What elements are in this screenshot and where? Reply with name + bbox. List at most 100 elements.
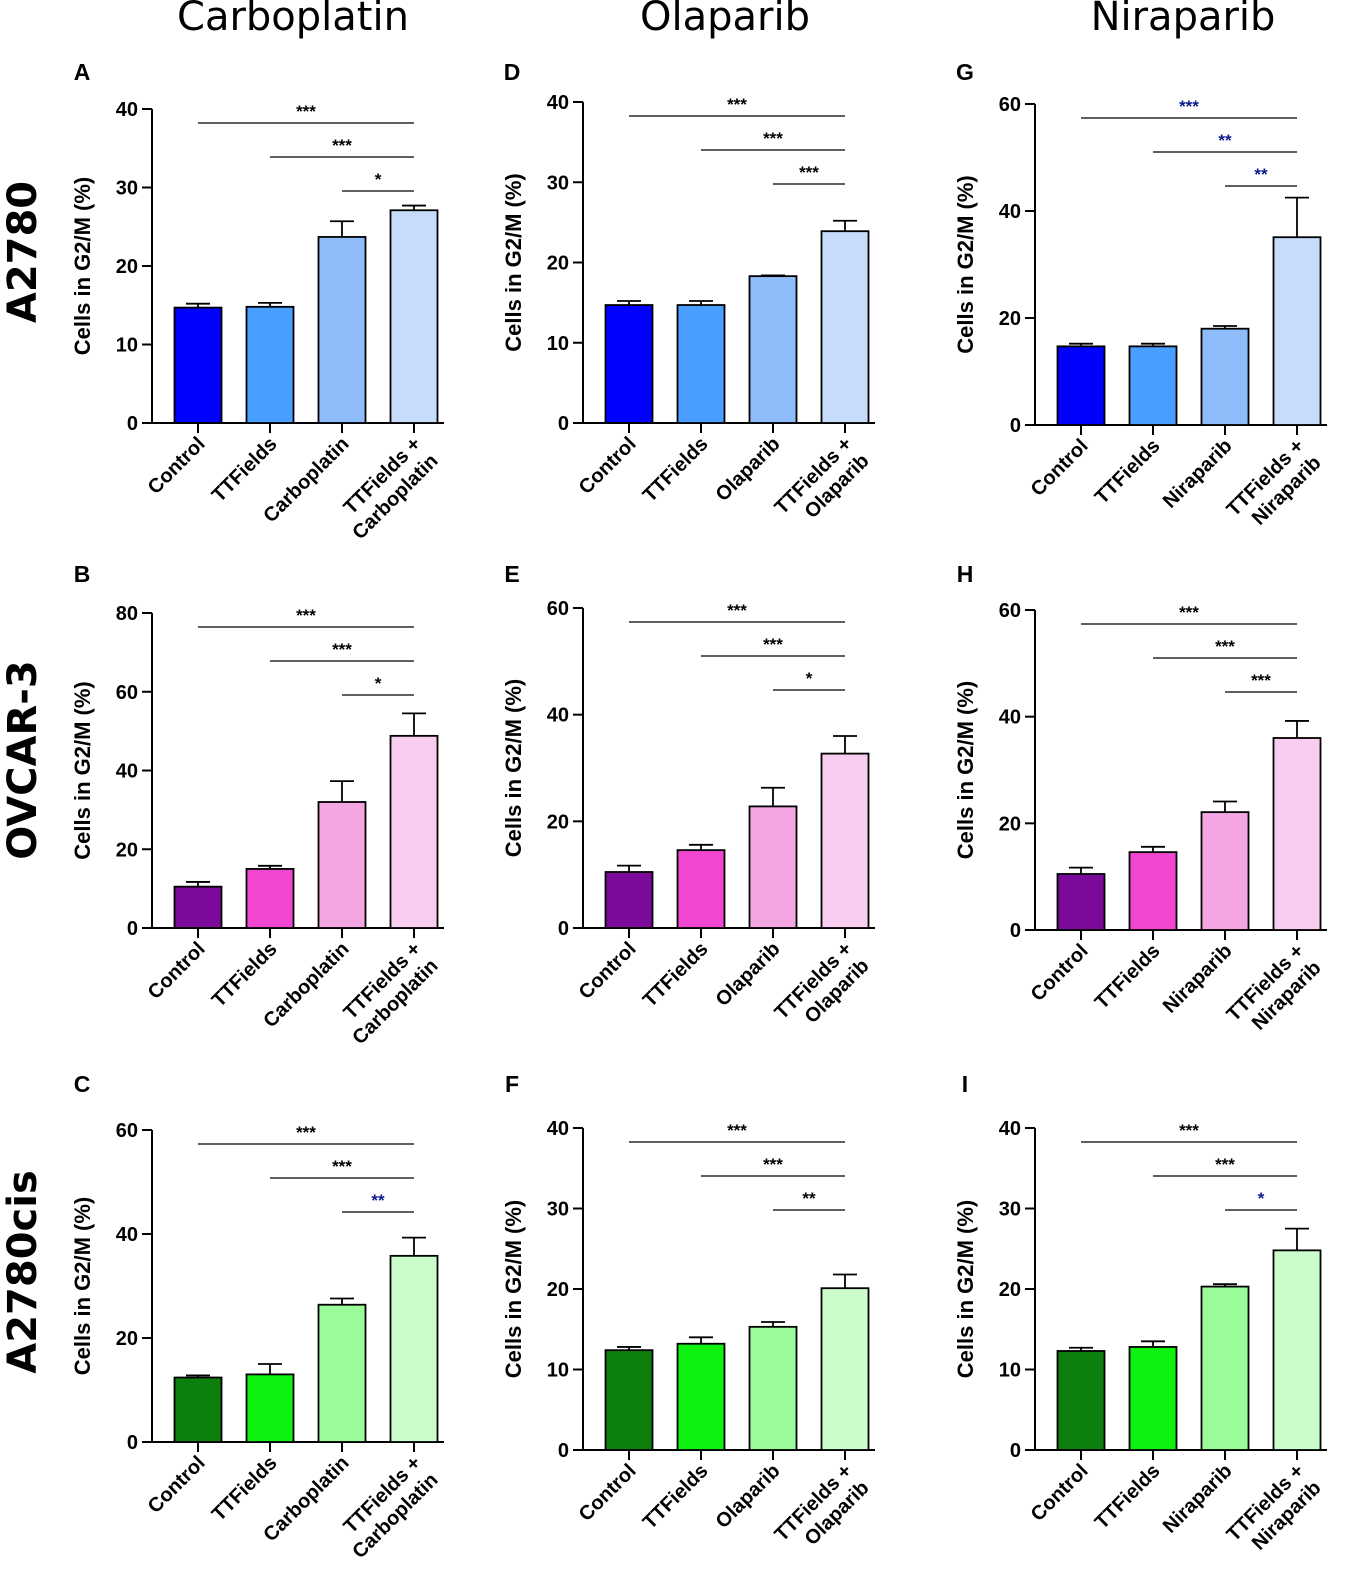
y-axis-title: Cells in G2/M (%) xyxy=(953,175,978,353)
y-tick-label: 0 xyxy=(558,918,569,940)
y-axis-title: Cells in G2/M (%) xyxy=(953,1200,978,1378)
x-category-label: Control xyxy=(1027,435,1093,501)
x-category-label: TTFields +Olaparib xyxy=(771,433,874,536)
y-tick-label: 30 xyxy=(999,1199,1021,1221)
y-tick-label: 40 xyxy=(999,201,1021,223)
panel-letter: A xyxy=(74,59,91,85)
y-tick-label: 30 xyxy=(547,172,569,194)
significance-label: * xyxy=(375,674,382,693)
x-category-label: Control xyxy=(1027,1460,1093,1526)
bar xyxy=(1128,851,1178,931)
x-category-label-line: Control xyxy=(575,938,641,1004)
y-tick-label: 10 xyxy=(547,1360,569,1382)
significance-label: * xyxy=(375,170,382,189)
y-tick-label: 20 xyxy=(116,1328,138,1350)
bar xyxy=(173,885,223,929)
y-tick-label: 60 xyxy=(116,1120,138,1142)
column-title-carboplatin: Carboplatin xyxy=(177,0,409,40)
x-category-label-line: TTFields xyxy=(639,433,713,507)
x-category-label-line: Control xyxy=(575,433,641,499)
y-tick-label: 80 xyxy=(116,603,138,625)
x-category-label: Niraparib xyxy=(1159,435,1237,513)
panel-c: C 0 20 40 60 Cells in G2/M (%) ControlTTFields… xyxy=(70,1071,444,1563)
significance-label: * xyxy=(1258,1189,1265,1208)
x-category-label: TTFields xyxy=(208,433,282,507)
panel-letter: H xyxy=(957,561,974,587)
x-category-label: Control xyxy=(575,433,641,499)
bar xyxy=(173,306,223,424)
x-category-label-line: Olaparib xyxy=(712,938,785,1011)
x-category-label: Niraparib xyxy=(1159,940,1237,1018)
x-category-label-line: Control xyxy=(1027,435,1093,501)
x-category-label: Olaparib xyxy=(712,1460,785,1533)
significance-label: *** xyxy=(1179,1121,1199,1140)
panel-letter: B xyxy=(74,561,91,587)
significance-label: *** xyxy=(332,1157,352,1176)
significance-label: *** xyxy=(296,1123,316,1142)
bar xyxy=(1056,1350,1106,1451)
y-tick-label: 0 xyxy=(1010,1440,1021,1462)
x-category-label: TTFields xyxy=(208,1452,282,1526)
bar xyxy=(1272,1249,1322,1451)
panel-letter: E xyxy=(504,561,519,587)
significance-label: ** xyxy=(802,1189,816,1208)
x-category-label: Control xyxy=(144,938,210,1004)
y-tick-label: 20 xyxy=(547,253,569,275)
significance-label: ** xyxy=(1218,131,1232,150)
significance-label: * xyxy=(806,669,813,688)
x-category-label: TTFields xyxy=(1091,435,1165,509)
bar xyxy=(245,1373,295,1443)
bar xyxy=(1128,345,1178,426)
x-category-label: TTFields xyxy=(1091,940,1165,1014)
significance-label: *** xyxy=(763,635,783,654)
significance-label: *** xyxy=(1179,603,1199,622)
significance-label: *** xyxy=(727,95,747,114)
row-title-ovcar-3: OVCAR-3 xyxy=(0,660,46,859)
x-category-label-line: TTFields xyxy=(208,433,282,507)
bar xyxy=(317,1303,367,1443)
y-tick-label: 20 xyxy=(116,256,138,278)
x-category-label-line: Control xyxy=(144,938,210,1004)
x-category-label: TTFields +Niraparib xyxy=(1223,435,1326,538)
panel-a: A 0 10 20 30 40 Cells in G2/M (%) ControlTTFiel… xyxy=(70,59,444,544)
y-tick-label: 10 xyxy=(547,333,569,355)
x-category-label-line: TTFields xyxy=(1091,435,1165,509)
bar xyxy=(1200,1285,1250,1451)
panel-b: B 0 20 40 60 80 Cells in G2/M (%) ControlTTFiel… xyxy=(70,561,444,1049)
bar xyxy=(1272,236,1322,426)
x-category-label: TTFields +Olaparib xyxy=(771,1460,874,1563)
x-category-label-line: Control xyxy=(144,433,210,499)
x-category-label-line: TTFields xyxy=(208,938,282,1012)
x-category-label: Olaparib xyxy=(712,938,785,1011)
significance-label: *** xyxy=(727,601,747,620)
bar xyxy=(676,849,726,929)
y-tick-label: 60 xyxy=(999,94,1021,116)
y-tick-label: 20 xyxy=(116,839,138,861)
x-category-label-line: Niraparib xyxy=(1159,435,1237,513)
x-category-label: TTFields xyxy=(639,1460,713,1534)
x-category-label: Control xyxy=(575,938,641,1004)
bar xyxy=(604,871,654,929)
significance-label: ** xyxy=(1254,165,1268,184)
y-tick-label: 20 xyxy=(999,308,1021,330)
y-tick-label: 40 xyxy=(547,705,569,727)
x-category-label-line: Olaparib xyxy=(712,1460,785,1533)
bar xyxy=(389,209,439,424)
y-tick-label: 40 xyxy=(547,92,569,114)
x-category-label: Control xyxy=(144,433,210,499)
y-tick-label: 40 xyxy=(116,1224,138,1246)
y-tick-label: 0 xyxy=(558,413,569,435)
y-tick-label: 0 xyxy=(127,413,138,435)
y-tick-label: 40 xyxy=(116,99,138,121)
x-category-label: TTFields +Olaparib xyxy=(771,938,874,1041)
bar xyxy=(1056,873,1106,931)
bar xyxy=(676,304,726,424)
bar xyxy=(820,230,870,424)
bar xyxy=(245,868,295,929)
panel-letter: F xyxy=(505,1071,519,1097)
y-axis-title: Cells in G2/M (%) xyxy=(953,681,978,859)
y-tick-label: 60 xyxy=(999,600,1021,622)
y-tick-label: 0 xyxy=(127,918,138,940)
